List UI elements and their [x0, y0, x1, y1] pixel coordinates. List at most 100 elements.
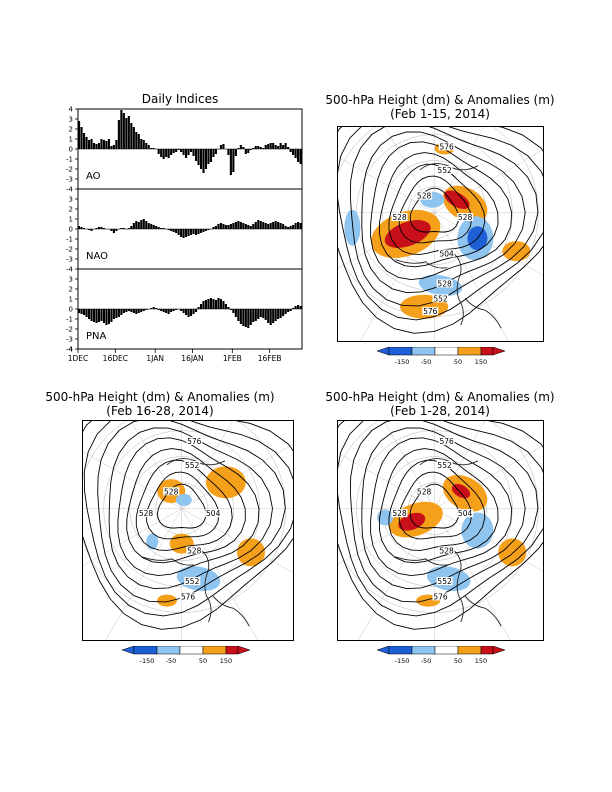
anomaly-area-strong-pos — [384, 220, 431, 248]
contour-label-bg — [436, 460, 453, 469]
colorbar-bin — [156, 646, 181, 655]
bar-nao — [217, 224, 220, 229]
bar-pna — [232, 309, 235, 313]
bar-ao — [122, 113, 125, 149]
bar-ao — [194, 149, 198, 161]
bar-ao — [87, 140, 91, 149]
contour-label: 552 — [185, 577, 200, 586]
meridian — [383, 421, 435, 509]
bar-pna — [85, 309, 88, 317]
bar-nao — [264, 223, 267, 229]
contour-label: 576 — [181, 592, 196, 601]
bar-nao — [172, 229, 175, 232]
bar-ao — [254, 146, 257, 149]
bar-pna — [214, 300, 218, 309]
y-tick-label: -3 — [66, 256, 73, 264]
contour-label: 528 — [164, 487, 179, 496]
contour-label-bg — [391, 509, 408, 518]
bar-nao — [292, 225, 295, 229]
colorbar-label: -50 — [421, 358, 432, 366]
colorbar-arrow-left — [122, 646, 135, 655]
bar-nao — [140, 220, 143, 229]
contour-label: 552 — [437, 166, 452, 175]
meridian — [384, 127, 435, 213]
bar-ao — [212, 149, 215, 157]
y-tick-label: 0 — [69, 146, 73, 154]
map3-title-line1: 500-hPa Height (dm) & Anomalies (m) — [325, 390, 555, 404]
bar-pna — [185, 309, 188, 315]
bar-pna — [222, 301, 225, 309]
colorbar-label: 50 — [199, 657, 207, 665]
height-contour — [108, 427, 273, 590]
height-contour — [338, 421, 543, 617]
bar-pna — [274, 309, 277, 321]
bar-nao — [229, 224, 232, 229]
bar-pna — [279, 309, 282, 318]
bar-nao — [170, 229, 173, 231]
y-tick-label: 0 — [69, 306, 73, 314]
bar-pna — [212, 299, 215, 309]
bar-ao — [292, 149, 295, 155]
bar-pna — [272, 309, 275, 323]
bar-pna — [242, 309, 245, 326]
colorbar-bin — [480, 347, 494, 356]
colorbar-1: -150 -50 50 150 — [377, 347, 507, 369]
bar-pna — [117, 309, 120, 317]
coastline — [419, 163, 479, 171]
y-tick-label: 1 — [69, 136, 73, 144]
bar-nao — [274, 221, 277, 229]
bar-nao — [294, 223, 297, 229]
colorbar-bin — [202, 646, 227, 655]
bar-ao — [152, 148, 155, 149]
bar-pna — [294, 306, 297, 309]
bar-nao — [247, 225, 250, 229]
height-contour — [135, 459, 233, 551]
bar-pna — [110, 309, 113, 322]
coastline — [450, 547, 464, 623]
bar-pna — [234, 309, 237, 317]
contour-label: 528 — [417, 192, 432, 201]
bar-pna — [87, 309, 91, 319]
bar-pna — [100, 309, 103, 321]
height-contour — [361, 427, 526, 590]
map3-title-line2: (Feb 1-28, 2014) — [390, 404, 490, 418]
bar-ao — [234, 149, 237, 156]
bar-ao — [257, 146, 260, 149]
bar-pna — [259, 309, 262, 317]
bar-pna — [194, 309, 198, 312]
bar-pna — [252, 309, 255, 322]
height-contour — [338, 127, 543, 334]
bar-nao — [197, 229, 200, 234]
contour-label: 528 — [417, 487, 432, 496]
bar-ao — [95, 144, 98, 149]
bar-pna — [78, 309, 81, 313]
meridian — [181, 508, 293, 574]
contour-label: 528 — [392, 213, 407, 222]
y-tick-label: -4 — [66, 346, 74, 354]
contour-label-bg — [391, 213, 408, 222]
contour-label: 552 — [437, 577, 452, 586]
bar-pna — [269, 309, 272, 325]
colorbar-label: 150 — [475, 657, 487, 665]
bar-ao — [167, 149, 170, 158]
bar-nao — [204, 229, 208, 231]
anomaly-area-weak-pos — [157, 594, 177, 607]
x-tick-label: 16FEB — [258, 354, 282, 363]
bar-nao — [127, 228, 130, 229]
meridian — [83, 508, 182, 566]
bar-ao — [162, 149, 165, 159]
bar-pna — [282, 309, 285, 316]
bar-ao — [227, 149, 230, 155]
bar-nao — [244, 224, 247, 229]
bar-pna — [227, 307, 230, 309]
y-tick-label: 2 — [69, 206, 73, 214]
bar-nao — [102, 228, 106, 229]
colorbar-bin — [480, 646, 494, 655]
contour-label: 528 — [458, 213, 473, 222]
bar-ao — [279, 143, 282, 149]
bar-ao — [192, 149, 195, 156]
bar-ao — [117, 120, 120, 149]
bar-pna — [80, 309, 83, 314]
bar-ao — [284, 143, 287, 149]
height-contour — [378, 152, 499, 268]
